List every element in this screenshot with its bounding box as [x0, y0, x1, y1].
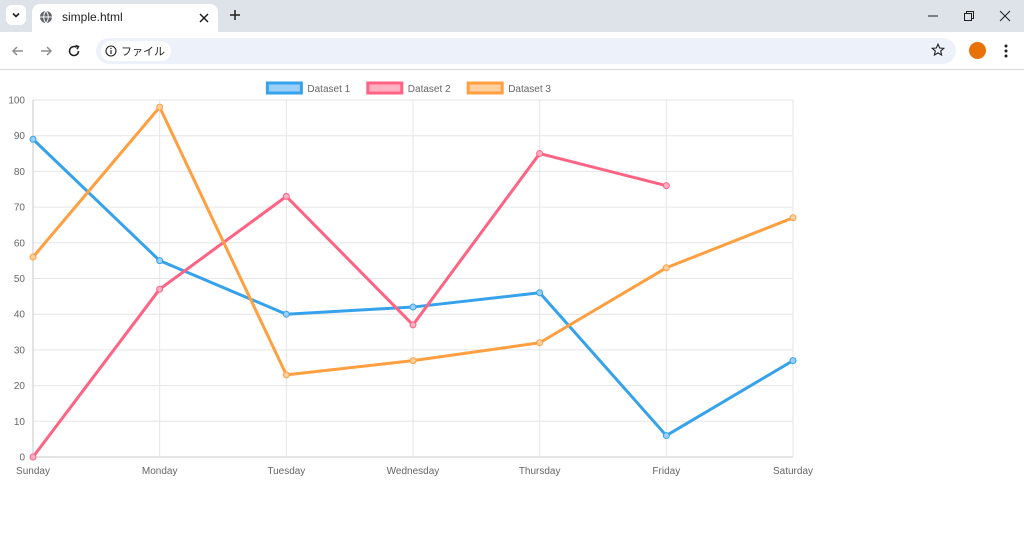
reload-button[interactable]	[64, 41, 84, 61]
info-icon	[105, 45, 117, 57]
close-window-button[interactable]	[996, 7, 1014, 25]
browser-tab[interactable]: simple.html	[32, 4, 218, 32]
series-2-point	[662, 182, 670, 190]
forward-button[interactable]	[36, 41, 56, 61]
line-chart: 0 10 20 30 40 50 60 70 80 90 100 Sunday Monday Tuesda…	[8, 81, 813, 477]
profile-avatar[interactable]	[969, 42, 986, 59]
y-tick-label: 20	[14, 381, 26, 392]
arrow-right-icon	[41, 46, 53, 56]
tab-title: simple.html	[62, 10, 123, 24]
legend-swatch	[366, 81, 404, 95]
address-bar[interactable]: ファイル	[96, 38, 956, 64]
series-2-point	[536, 150, 544, 158]
series-1-point	[409, 303, 417, 311]
chevron-down-icon	[12, 12, 20, 18]
star-icon	[931, 43, 945, 57]
x-tick-label: Saturday	[773, 466, 813, 477]
legend-label: Dataset 3	[508, 84, 551, 95]
legend-label: Dataset 2	[408, 84, 451, 95]
browser-menu-button[interactable]	[998, 41, 1014, 61]
restore-icon	[964, 11, 974, 21]
legend-label: Dataset 1	[307, 84, 350, 95]
series-1-point	[282, 310, 290, 318]
restore-button[interactable]	[960, 7, 978, 25]
y-tick-label: 80	[14, 167, 26, 178]
series-1-point	[789, 357, 797, 365]
arrow-left-icon	[11, 46, 23, 56]
site-info-chip[interactable]: ファイル	[101, 41, 171, 61]
new-tab-button[interactable]	[226, 6, 244, 24]
minimize-icon	[928, 15, 938, 17]
y-tick-label: 10	[14, 417, 26, 428]
series-line-2	[31, 152, 668, 459]
reload-icon	[68, 44, 80, 57]
kebab-menu-icon	[1004, 44, 1008, 58]
y-tick-label: 70	[14, 203, 26, 214]
series-3-point	[536, 339, 544, 347]
y-tick-label: 90	[14, 131, 26, 142]
legend-swatch	[466, 81, 504, 95]
browser-tab-strip: simple.html	[0, 0, 1024, 32]
series-2-point	[156, 285, 164, 293]
globe-icon	[39, 10, 53, 29]
series-2-point	[29, 453, 37, 461]
x-tick-label: Thursday	[519, 466, 561, 477]
bookmark-button[interactable]	[929, 41, 947, 59]
x-tick-label: Tuesday	[267, 466, 305, 477]
tab-search-button[interactable]	[6, 5, 26, 25]
series-3-point	[29, 253, 37, 261]
series-1-point	[662, 432, 670, 440]
y-tick-label: 30	[14, 345, 26, 356]
series-3-point	[409, 357, 417, 365]
series-3-point	[156, 103, 164, 111]
x-tick-label: Sunday	[16, 466, 50, 477]
close-icon	[199, 13, 209, 23]
close-icon	[999, 10, 1011, 22]
series-3-point	[282, 371, 290, 379]
tab-close-button[interactable]	[195, 9, 213, 27]
y-tick-label: 100	[8, 96, 25, 107]
series-3-point	[662, 264, 670, 272]
series-1-point	[536, 289, 544, 297]
series-2-point	[409, 321, 417, 329]
x-tick-label: Wednesday	[387, 466, 440, 477]
series-1-point	[156, 257, 164, 265]
x-tick-label: Friday	[652, 466, 680, 477]
x-tick-label: Monday	[142, 466, 178, 477]
series-3-point	[789, 214, 797, 222]
browser-toolbar: ファイル	[0, 32, 1024, 70]
y-tick-label: 60	[14, 238, 26, 249]
y-tick-label: 50	[14, 274, 26, 285]
series-2-point	[282, 192, 290, 200]
plus-icon	[230, 10, 240, 20]
back-button[interactable]	[8, 41, 28, 61]
y-tick-label: 0	[19, 453, 25, 464]
series-1-point	[29, 135, 37, 143]
minimize-button[interactable]	[924, 7, 942, 25]
legend-swatch	[265, 81, 303, 95]
page-content: 0 10 20 30 40 50 60 70 80 90 100 Sunday Monday Tuesda…	[0, 70, 1024, 551]
y-tick-label: 40	[14, 310, 26, 321]
address-chip-label: ファイル	[121, 46, 165, 58]
